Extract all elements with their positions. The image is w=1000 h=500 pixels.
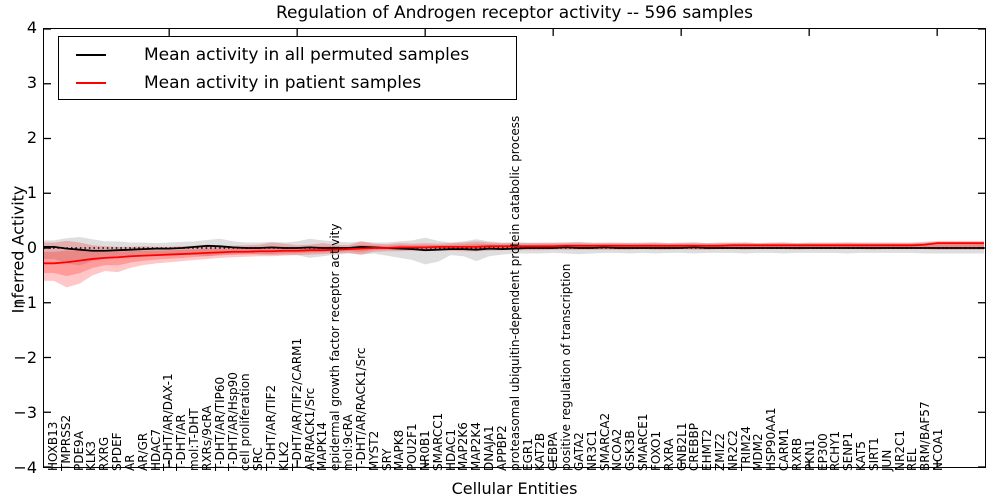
- x-category-label: CARM1: [777, 428, 792, 471]
- x-category-label: RXRs/9cRA: [199, 405, 214, 471]
- x-category-label: cell proliferation: [238, 373, 253, 471]
- x-category-label: T-DHT/AR/RACK1/Src: [353, 347, 368, 471]
- x-category-label: NR2C1: [892, 430, 907, 471]
- x-category-label: RXRB: [789, 437, 804, 471]
- y-tick-label: −4: [13, 458, 37, 477]
- x-category-label: NCOA1: [931, 428, 946, 471]
- legend-item-label: Mean activity in all permuted samples: [144, 45, 470, 65]
- x-category-label: POU2F1: [405, 423, 420, 471]
- x-category-label: APPBP2: [494, 425, 509, 471]
- y-tick-label: −3: [13, 403, 37, 422]
- x-category-label: T-DHT/AR/TIF2: [264, 384, 279, 471]
- x-axis-label: Cellular Entities: [451, 479, 578, 498]
- x-category-label: RXRG: [97, 436, 112, 471]
- x-category-label: NCOA2: [610, 428, 625, 471]
- x-category-label: SIRT1: [866, 437, 881, 471]
- y-tick-label: 3: [26, 73, 37, 92]
- chart-canvas: [44, 29, 985, 467]
- x-category-label: MYST2: [366, 430, 381, 471]
- x-category-label: TMPRSS2: [58, 414, 73, 471]
- x-category-label: T-DHT/AR/DAX-1: [161, 373, 176, 471]
- x-category-label: SMARCE1: [636, 413, 651, 471]
- x-category-label: CREBBP: [687, 423, 702, 471]
- x-category-label: positive regulation of transcription: [559, 263, 574, 471]
- x-category-label: MAPK8: [392, 429, 407, 471]
- x-category-label: NR3C1: [584, 430, 599, 471]
- y-tick-label: 1: [26, 183, 37, 202]
- legend: Mean activity in all permuted samples Me…: [58, 36, 517, 100]
- y-tick-label: 4: [26, 18, 37, 37]
- patient-mean-line: [44, 242, 985, 265]
- patient-band-outer: [44, 240, 985, 288]
- x-category-label: HSP90AA1: [764, 407, 779, 471]
- x-category-label: SRY: [379, 448, 394, 471]
- x-category-label: HOXB13: [46, 421, 60, 471]
- x-category-label: AR/RACK1/Src: [302, 387, 317, 471]
- x-category-label: AR/GR: [135, 432, 150, 471]
- y-tick-label: 0: [26, 238, 37, 257]
- permuted-line-swatch: [76, 54, 106, 56]
- x-category-label: ZMIZ2: [713, 433, 727, 471]
- x-category-label: GATA2: [571, 432, 586, 471]
- y-tick-label: 2: [26, 128, 37, 147]
- x-category-label: HDAC1: [443, 428, 458, 471]
- permuted-mean-line: [44, 244, 985, 252]
- y-tick-label: −2: [13, 348, 37, 367]
- x-category-label: EP300: [815, 433, 830, 471]
- x-category-label: NR2C2: [725, 430, 740, 471]
- legend-item-permuted: Mean activity in all permuted samples: [59, 41, 469, 69]
- x-category-label: KLK3: [84, 440, 99, 471]
- plot-area: [43, 28, 986, 468]
- permuted-band: [44, 237, 985, 266]
- x-category-label: SMARCA2: [597, 412, 612, 471]
- x-category-label: FOXO1: [648, 430, 663, 471]
- x-category-label: MAP2K6: [456, 422, 471, 471]
- x-category-label: SENP1: [841, 431, 856, 471]
- x-category-label: SPDEF: [110, 432, 125, 471]
- x-category-label: SMARCC1: [430, 412, 445, 471]
- x-category-label: BRM/BAF57: [918, 401, 933, 471]
- patient-line-swatch: [76, 82, 106, 84]
- x-category-label: TRIM24: [738, 426, 753, 471]
- x-category-label: epidermal growth factor receptor activit…: [328, 223, 343, 471]
- x-category-label: JUN: [879, 449, 894, 471]
- x-category-label: KLK2: [276, 440, 291, 471]
- legend-item-label: Mean activity in patient samples: [144, 73, 422, 93]
- x-category-label: GNB2L1: [674, 422, 689, 471]
- x-category-label: proteasomal ubiquitin-dependent protein …: [507, 115, 522, 471]
- y-tick-label: −1: [13, 293, 37, 312]
- x-category-label: GSK3B: [623, 430, 638, 471]
- x-category-label: KAT5: [854, 441, 869, 471]
- x-category-label: RXRA: [661, 438, 676, 471]
- x-category-label: KAT2B: [533, 432, 548, 471]
- x-category-label: EGR1: [520, 438, 535, 471]
- x-category-label: DNAJA1: [482, 425, 497, 471]
- x-category-label: RCHY1: [828, 430, 843, 471]
- x-category-label: PDE9A: [71, 431, 86, 471]
- x-category-label: NR0B1: [417, 430, 432, 471]
- chart-title: Regulation of Androgen receptor activity…: [276, 3, 753, 23]
- legend-item-patient: Mean activity in patient samples: [59, 69, 421, 97]
- x-category-label: MAP2K4: [469, 422, 484, 471]
- x-category-label: T-DHT/AR: [174, 414, 189, 471]
- x-category-label: PKN1: [802, 439, 817, 471]
- x-category-label: AR: [122, 454, 137, 471]
- x-category-label: T-DHT/AR/TIP60: [212, 376, 227, 471]
- x-category-label: T-DHT/AR/TIF2/CARM1: [289, 337, 304, 471]
- x-category-label: EHMT2: [700, 429, 715, 471]
